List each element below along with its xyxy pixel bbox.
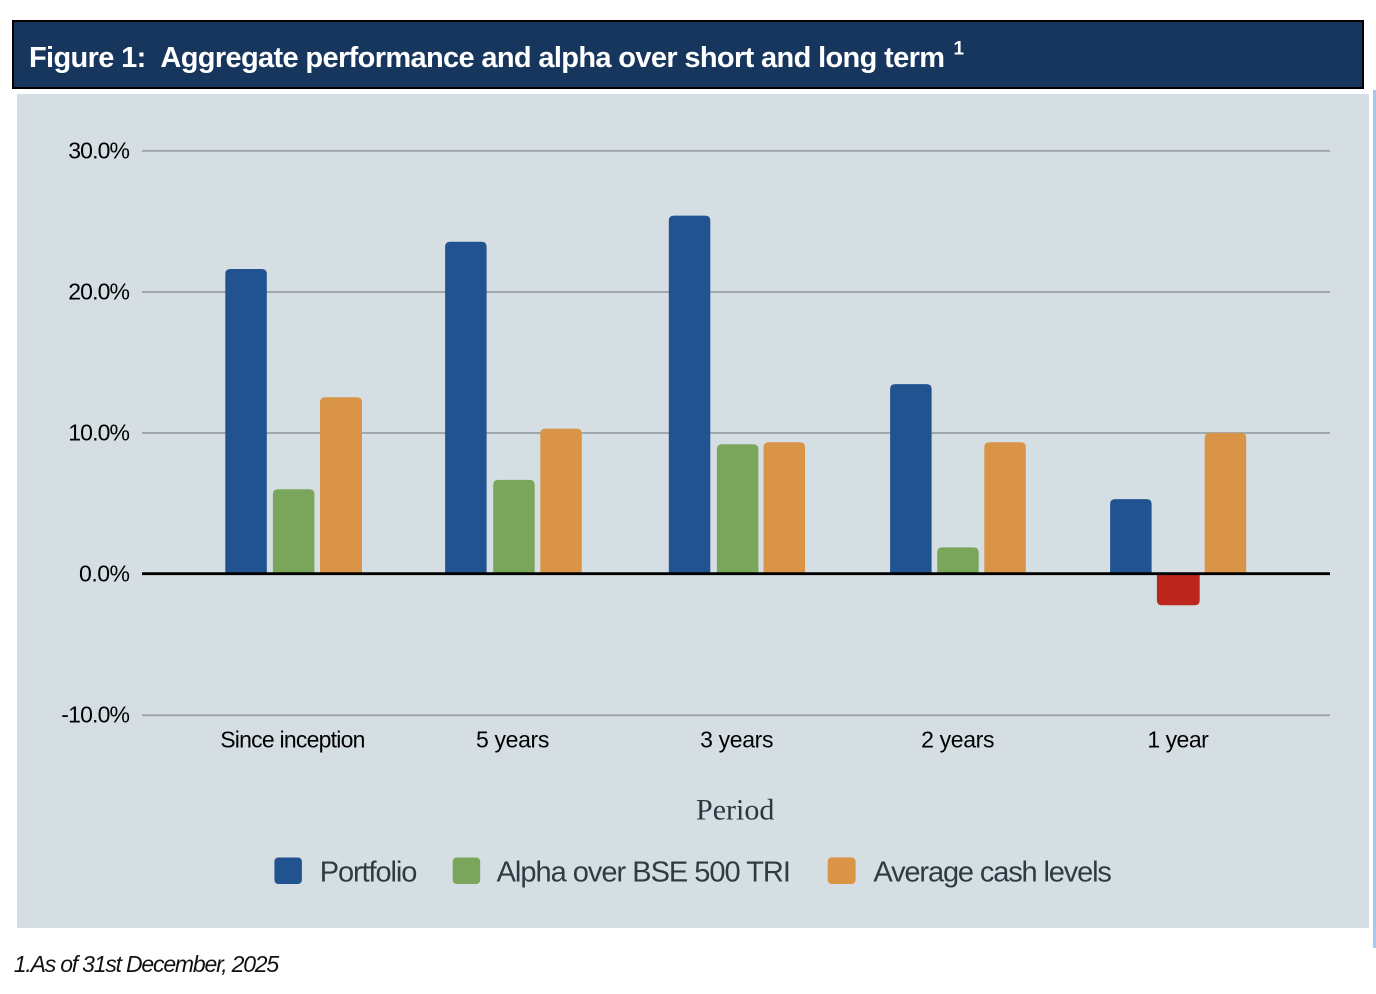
- svg-text:0.0%: 0.0%: [79, 560, 130, 586]
- svg-text:1.As of 31st December, 2025: 1.As of 31st December, 2025: [14, 951, 280, 977]
- svg-text:Alpha over BSE 500 TRI: Alpha over BSE 500 TRI: [497, 857, 791, 889]
- svg-text:Average cash levels: Average cash levels: [873, 857, 1112, 889]
- svg-text:Figure 1: Aggregate performan: Figure 1: Aggregate performance and alph…: [29, 42, 945, 74]
- svg-text:10.0%: 10.0%: [68, 420, 130, 446]
- svg-text:30.0%: 30.0%: [68, 137, 130, 163]
- svg-text:20.0%: 20.0%: [68, 279, 130, 305]
- svg-text:1 year: 1 year: [1147, 727, 1209, 753]
- svg-text:Since inception: Since inception: [220, 727, 365, 753]
- svg-text:2 years: 2 years: [921, 727, 994, 753]
- svg-text:1: 1: [954, 39, 965, 60]
- svg-text:-10.0%: -10.0%: [61, 702, 130, 728]
- svg-text:Period: Period: [696, 794, 774, 827]
- svg-text:3 years: 3 years: [700, 727, 773, 753]
- svg-text:5 years: 5 years: [476, 727, 549, 753]
- svg-text:Portfolio: Portfolio: [320, 857, 418, 889]
